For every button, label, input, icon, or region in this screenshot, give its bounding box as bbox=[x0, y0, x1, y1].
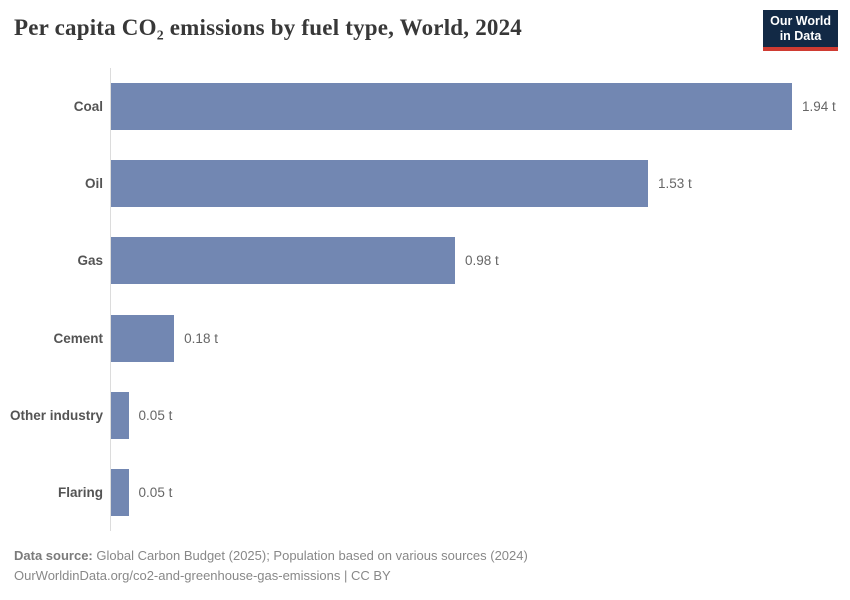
bar-track: 0.05 t bbox=[110, 453, 850, 532]
category-label-oil: Oil bbox=[84, 176, 103, 192]
bar-other-industry[interactable] bbox=[111, 391, 129, 439]
owid-logo-line1: Our World bbox=[770, 14, 831, 28]
bar-value-label: 1.94 t bbox=[801, 99, 836, 115]
bar-value-label: 0.05 t bbox=[138, 407, 173, 423]
chart-row: Cement 0.18 t bbox=[0, 299, 850, 377]
data-source-label: Data source: bbox=[14, 548, 93, 563]
category-label-gas: Gas bbox=[77, 253, 103, 269]
chart-row: Oil 1.53 t bbox=[0, 145, 850, 223]
bar-cement[interactable] bbox=[111, 314, 175, 362]
bar-value-label: 0.98 t bbox=[464, 253, 499, 269]
category-label-coal: Coal bbox=[73, 99, 103, 115]
bar-track: 1.53 t bbox=[110, 145, 850, 223]
chart-row: Other industry 0.05 t bbox=[0, 376, 850, 454]
owid-logo: Our World in Data bbox=[763, 10, 838, 51]
chart-row: Coal 1.94 t bbox=[0, 68, 850, 146]
bar-oil[interactable] bbox=[111, 160, 649, 208]
chart-row: Flaring 0.05 t bbox=[0, 453, 850, 532]
bar-track: 1.94 t bbox=[110, 68, 850, 146]
bar-value-label: 0.18 t bbox=[184, 330, 218, 346]
data-source-line: Data source: Global Carbon Budget (2025)… bbox=[14, 546, 836, 566]
bar-track: 0.98 t bbox=[110, 222, 850, 300]
bar-chart: Coal 1.94 t Oil 1.53 t Gas 0.98 t Cement 0.18 t… bbox=[0, 68, 850, 532]
bar-flaring[interactable] bbox=[111, 469, 129, 517]
data-source-text: Global Carbon Budget (2025); Population … bbox=[96, 548, 528, 563]
attribution-line: OurWorldinData.org/co2-and-greenhouse-ga… bbox=[14, 568, 391, 583]
chart-title: Per capita CO₂ emissions by fuel type, W… bbox=[14, 15, 522, 40]
category-label-other-industry: Other industry bbox=[9, 407, 103, 423]
bar-track: 0.05 t bbox=[110, 376, 850, 454]
owid-logo-line2: in Data bbox=[779, 29, 822, 43]
chart-row: Gas 0.98 t bbox=[0, 222, 850, 300]
bar-value-label: 1.53 t bbox=[658, 176, 692, 192]
bar-gas[interactable] bbox=[111, 237, 455, 285]
category-label-flaring: Flaring bbox=[57, 485, 103, 501]
bar-track: 0.18 t bbox=[110, 299, 850, 377]
category-label-cement: Cement bbox=[53, 330, 103, 346]
chart-rows: Coal 1.94 t Oil 1.53 t Gas 0.98 t Cement 0.18 t… bbox=[0, 68, 850, 532]
chart-footer: Data source: Global Carbon Budget (2025)… bbox=[14, 546, 836, 586]
bar-coal[interactable] bbox=[111, 83, 792, 131]
bar-value-label: 0.05 t bbox=[138, 485, 173, 501]
